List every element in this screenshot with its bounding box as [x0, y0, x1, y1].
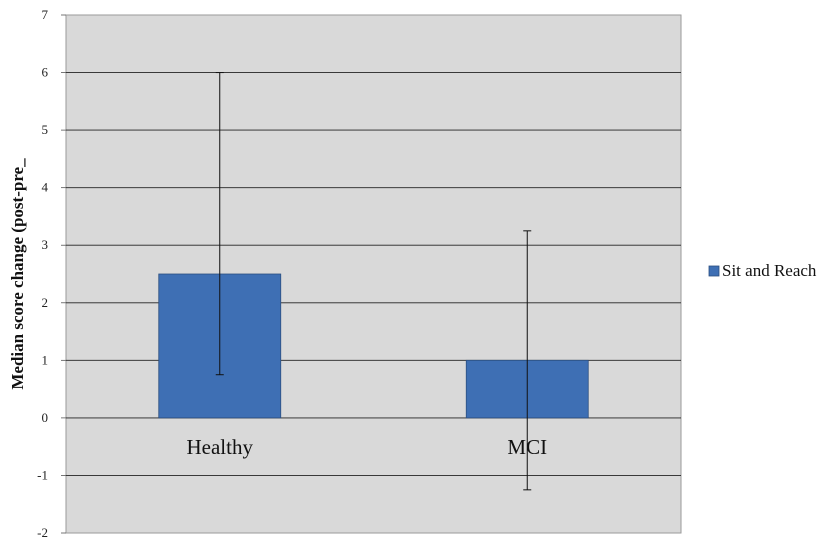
y-tick-label: 5	[42, 122, 49, 137]
category-label-mci: MCI	[507, 435, 547, 459]
legend-label: Sit and Reach	[722, 261, 817, 280]
category-labels: Healthy MCI	[187, 435, 548, 459]
category-label-healthy: Healthy	[187, 435, 254, 459]
error-bars	[215, 72, 532, 491]
plot-area	[65, 14, 682, 534]
y-tick-label: -2	[37, 525, 48, 540]
legend-swatch	[708, 265, 720, 277]
y-tick-label: 1	[42, 352, 49, 367]
y-tick-label: 3	[42, 237, 49, 252]
y-tick-label: 0	[42, 410, 49, 425]
y-axis-title: Median score change (post-pre_	[8, 158, 27, 390]
y-tick-label: 4	[42, 180, 49, 195]
y-axis-ticks: -2 -1 0 1 2 3 4 5 6 7	[37, 7, 66, 540]
legend: Sit and Reach	[708, 261, 817, 280]
y-tick-label: 7	[42, 7, 49, 22]
y-tick-label: 2	[42, 295, 49, 310]
y-tick-label: -1	[37, 467, 48, 482]
y-tick-label: 6	[42, 65, 49, 80]
